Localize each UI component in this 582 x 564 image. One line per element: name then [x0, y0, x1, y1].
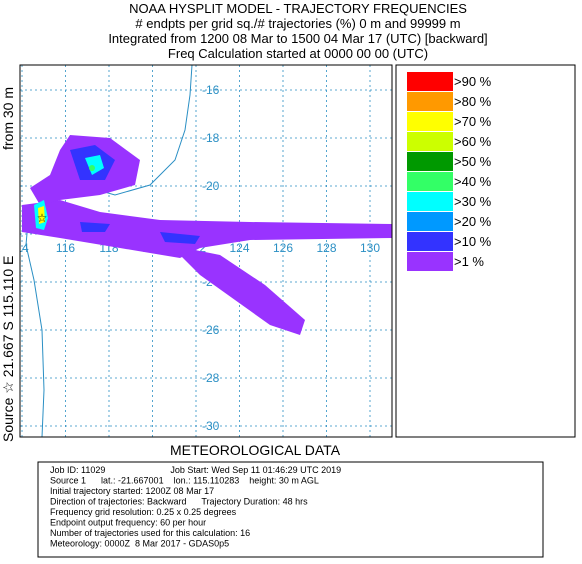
lat-label: -30: [202, 419, 220, 433]
title: NOAA HYSPLIT MODEL - TRAJECTORY FREQUENC…: [129, 1, 467, 16]
info-line: Number of trajectories used for this cal…: [50, 528, 250, 538]
legend-swatch: [407, 212, 453, 231]
legend-swatch: [407, 132, 453, 151]
map-frame: [19, 64, 393, 438]
info-box: [37, 461, 544, 558]
info-line: Source 1 lat.: -21.667001 lon.: 115.1102…: [50, 476, 319, 486]
subtitle: Integrated from 1200 08 Mar to 1500 04 M…: [108, 31, 487, 46]
info-line: Initial trajectory started: 1200Z 08 Mar…: [50, 486, 214, 496]
legend-swatch: [407, 232, 453, 251]
source-label: Source ☆ 21.667 S 115.110 E: [0, 256, 16, 442]
subtitle: # endpts per grid sq./# trajectories (%)…: [135, 16, 460, 31]
lat-label: -26: [202, 323, 220, 337]
legend-swatch: [407, 112, 453, 131]
legend-swatch: [407, 72, 453, 91]
info-line: Endpoint output frequency: 60 per hour: [50, 518, 206, 528]
legend-label: >60 %: [454, 134, 492, 149]
legend-label: >10 %: [454, 234, 492, 249]
legend-label: >50 %: [454, 154, 492, 169]
legend-swatch: [407, 152, 453, 171]
legend-label: >90 %: [454, 74, 492, 89]
legend-label: >70 %: [454, 114, 492, 129]
legend-label: >40 %: [454, 174, 492, 189]
subtitle: Freq Calculation started at 0000 00 00 (…: [168, 46, 428, 61]
legend-label: >30 %: [454, 194, 492, 209]
info-line: Direction of trajectories: Backward Traj…: [50, 497, 308, 507]
map-area: 14116118120122124126128130-16-18-20-22-2…: [15, 65, 392, 437]
legend-frame: [395, 64, 576, 438]
info-line: Frequency grid resolution: 0.25 x 0.25 d…: [50, 507, 237, 517]
footer-title: METEOROLOGICAL DATA: [170, 442, 341, 458]
lon-label: 116: [56, 241, 75, 255]
frequency-plume: [22, 135, 392, 335]
legend-label: >20 %: [454, 214, 492, 229]
source-marker: ☆: [37, 211, 48, 225]
lon-label: 128: [316, 241, 336, 255]
legend-swatch: [407, 252, 453, 271]
legend-swatch: [407, 172, 453, 191]
lon-label: 124: [229, 241, 249, 255]
lat-label: -16: [202, 83, 220, 97]
legend-label: >80 %: [454, 94, 492, 109]
height-label: from 30 m: [0, 87, 16, 150]
lat-label: -20: [202, 179, 220, 193]
legend-swatch: [407, 192, 453, 211]
legend-label: >1 %: [454, 254, 484, 269]
info-line: Meteorology: 0000Z 8 Mar 2017 - GDAS0p5: [50, 539, 229, 549]
lat-label: -28: [202, 371, 220, 385]
lon-label: 130: [360, 241, 380, 255]
lon-label: 126: [273, 241, 293, 255]
legend-swatch: [407, 92, 453, 111]
lat-label: -18: [202, 131, 220, 145]
info-line: Job ID: 11029 Job Start: Wed Sep 11 01:4…: [50, 465, 341, 475]
lon-label: 14: [15, 241, 29, 255]
